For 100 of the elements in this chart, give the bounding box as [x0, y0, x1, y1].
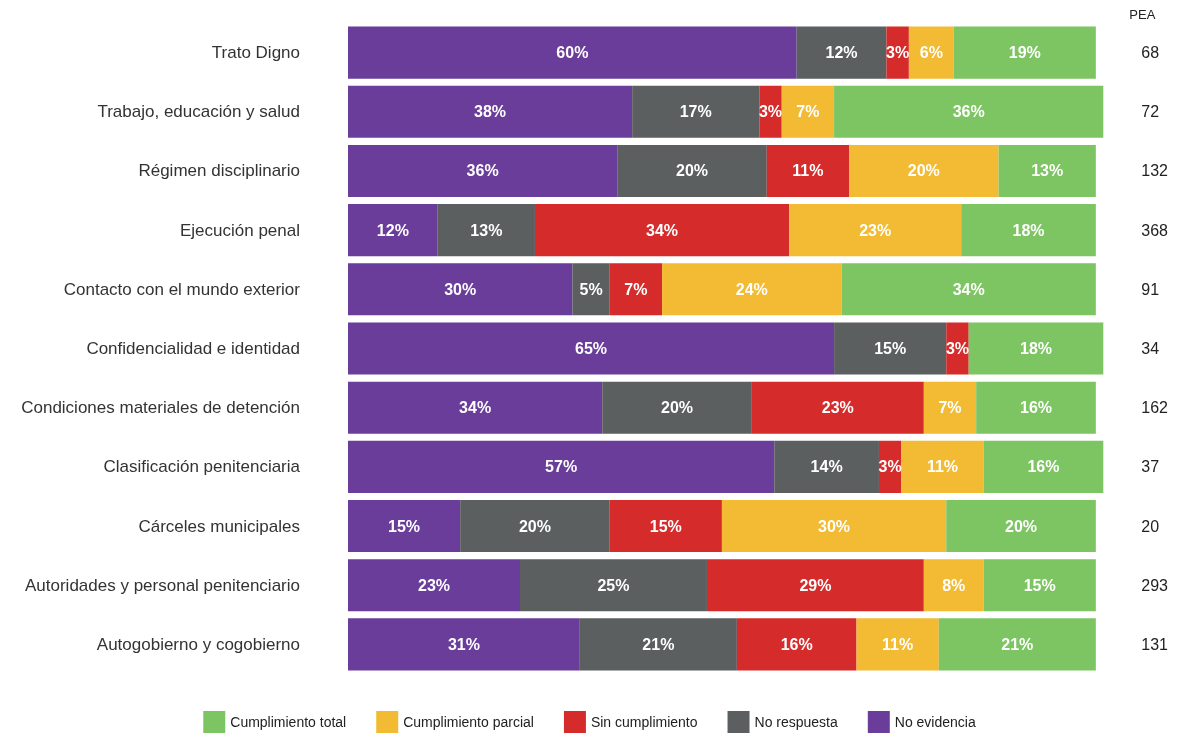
bar: [706, 559, 924, 612]
data-label: 30%: [818, 517, 851, 535]
bar: [781, 85, 835, 138]
data-label: 16%: [780, 635, 813, 653]
data-label: 18%: [1012, 221, 1045, 239]
bar: [968, 322, 1104, 375]
y-tick-label: Trabajo, educación y salud: [97, 102, 300, 122]
bar: [534, 204, 790, 257]
data-label: 57%: [545, 458, 578, 476]
legend-label: Cumplimiento parcial: [403, 714, 534, 730]
y-tick-label: Autoridades y personal penitenciario: [24, 575, 300, 595]
bar: [849, 144, 999, 197]
text: 37: [1141, 458, 1160, 476]
data-label: 5%: [579, 280, 603, 298]
data-label: 3%: [945, 340, 970, 357]
data-label: 21%: [642, 635, 675, 653]
y-tick-label: Confidencialidad e identidad: [86, 339, 300, 358]
data-label: 7%: [938, 399, 962, 417]
bar: [609, 263, 663, 316]
data-label: 13%: [470, 221, 503, 239]
bar: [579, 618, 737, 671]
data-label: 60%: [556, 44, 589, 62]
data-label: 15%: [388, 517, 421, 535]
legend-label: No evidencia: [894, 714, 976, 730]
bar: [602, 381, 752, 434]
bar: [572, 263, 610, 316]
bar: [983, 440, 1104, 493]
bar: [908, 26, 954, 79]
data-label: 19%: [1008, 44, 1041, 62]
bar: [751, 381, 924, 434]
data-label: 11%: [882, 635, 914, 653]
y-tick-label: Clasificación penitenciaria: [103, 457, 301, 477]
bar: [789, 204, 962, 257]
data-label: 36%: [952, 103, 985, 121]
data-label: 29%: [799, 576, 832, 594]
data-label: 15%: [1023, 576, 1056, 594]
data-label: 20%: [675, 162, 709, 180]
data-label: 16%: [1027, 458, 1060, 476]
y-tick-label: Autogobierno y cogobierno: [96, 634, 300, 654]
bar: [976, 381, 1096, 434]
data-label: 20%: [661, 399, 694, 417]
data-label: 8%: [942, 576, 966, 594]
text: 20: [1141, 517, 1160, 535]
text: 72: [1141, 103, 1160, 121]
y-tick-label: Trato Digno: [211, 43, 300, 63]
data-label: 18%: [1019, 340, 1053, 357]
data-label: 24%: [735, 280, 768, 298]
data-label: 23%: [859, 221, 892, 239]
bar: [834, 322, 947, 375]
bar: [662, 263, 842, 316]
data-label: 25%: [597, 576, 630, 594]
text: 34: [1141, 340, 1160, 357]
data-label: 34%: [646, 221, 679, 239]
y-tick-label: Ejecución penal: [179, 220, 300, 240]
data-label: 65%: [575, 340, 608, 357]
text: 91: [1141, 280, 1160, 298]
bar: [520, 559, 707, 612]
legend-label: No respuesta: [754, 714, 839, 730]
data-label: 11%: [792, 162, 824, 180]
y-tick-label: Cárceles municipales: [138, 516, 300, 536]
bar: [460, 500, 610, 553]
data-label: 14%: [810, 458, 843, 476]
data-label: 20%: [907, 162, 940, 180]
y-tick-label: Contacto con el mundo exterior: [63, 279, 301, 299]
data-label: 34%: [952, 280, 985, 298]
bar: [841, 263, 1096, 316]
text: 162: [1141, 399, 1169, 417]
data-label: 23%: [821, 399, 854, 417]
bar: [901, 440, 984, 493]
data-label: 3%: [758, 103, 783, 121]
y-tick-label: Régimen disciplinario: [138, 161, 300, 181]
bar: [953, 26, 1096, 79]
data-label: 12%: [376, 221, 409, 239]
bar: [632, 85, 760, 138]
bar: [923, 381, 977, 434]
bar: [983, 559, 1096, 612]
data-label: 17%: [679, 103, 712, 121]
bar: [348, 322, 835, 375]
bar: [834, 85, 1104, 138]
data-label: 7%: [796, 103, 820, 121]
data-label: 7%: [624, 280, 648, 298]
data-label: 31%: [447, 635, 480, 653]
text: 368: [1141, 221, 1169, 239]
data-label: 34%: [459, 399, 492, 417]
bar: [609, 500, 722, 553]
data-label: 15%: [649, 517, 682, 535]
bar: [348, 559, 520, 612]
text: 132: [1141, 162, 1169, 180]
bar: [348, 204, 438, 257]
data-label: 21%: [1001, 635, 1034, 653]
data-label: 36%: [466, 162, 499, 180]
bar: [348, 85, 633, 138]
bar: [796, 26, 887, 79]
data-label: 20%: [1005, 517, 1038, 535]
bar: [348, 144, 618, 197]
bar: [938, 618, 1096, 671]
bar: [736, 618, 857, 671]
bar: [348, 618, 580, 671]
bar: [946, 500, 1096, 553]
bar: [923, 559, 984, 612]
